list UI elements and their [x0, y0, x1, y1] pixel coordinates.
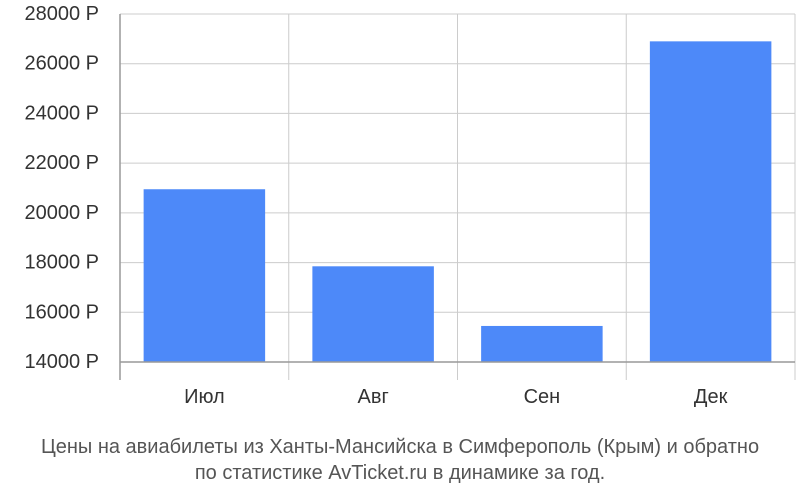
x-tick-labels: Июл Авг Сен Дек	[184, 386, 728, 408]
x-tick-label: Сен	[524, 386, 561, 408]
x-tick-label: Июл	[184, 386, 225, 408]
y-tick-labels: 14000 Р 16000 Р 18000 Р 20000 Р 22000 Р 24000…	[24, 3, 99, 373]
y-tick-label: 16000 Р	[24, 301, 99, 323]
bar-1	[143, 189, 266, 362]
bar-2	[312, 266, 434, 362]
y-tick-label: 20000 Р	[24, 202, 99, 224]
chart-caption-line-1: Цены на авиабилеты из Ханты-Мансийска в …	[40, 436, 760, 458]
y-tick-label: 14000 Р	[24, 351, 99, 373]
y-tick-label: 18000 Р	[24, 252, 99, 274]
bar-3	[481, 325, 603, 362]
y-tick-label: 24000 Р	[24, 102, 99, 124]
chart-caption-line-2: по статистике AvTicket.ru в динамике за …	[194, 462, 606, 484]
y-tick-label: 22000 Р	[24, 152, 99, 174]
x-tick-label: Авг	[357, 386, 388, 408]
y-tick-label: 26000 Р	[24, 53, 99, 75]
bars	[143, 41, 772, 362]
x-tick-label: Дек	[694, 386, 728, 408]
y-tick-label: 28000 Р	[24, 3, 99, 25]
bar-4	[649, 41, 772, 362]
axes	[119, 14, 795, 380]
